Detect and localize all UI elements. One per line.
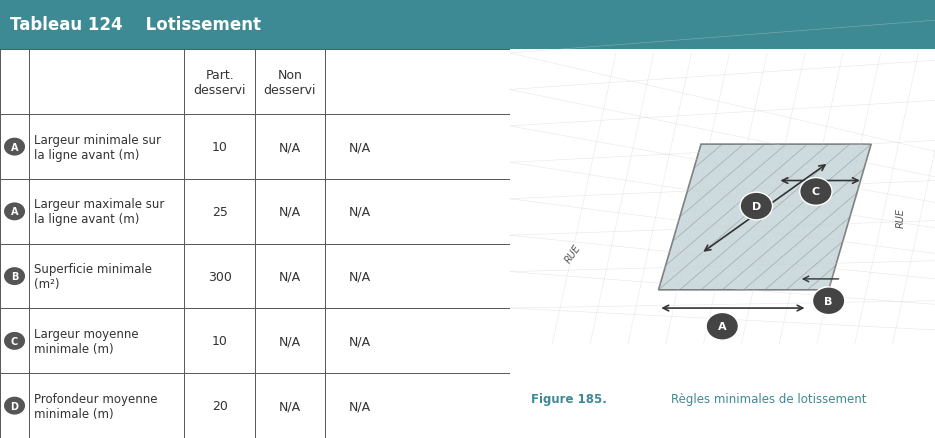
Text: RUE: RUE bbox=[896, 208, 906, 227]
FancyBboxPatch shape bbox=[510, 0, 935, 50]
Text: B: B bbox=[825, 296, 833, 306]
Text: Part.
desservi: Part. desservi bbox=[194, 69, 246, 97]
Text: D: D bbox=[752, 201, 761, 212]
Circle shape bbox=[4, 332, 26, 351]
Text: C: C bbox=[11, 336, 18, 346]
Text: Figure 185.: Figure 185. bbox=[531, 392, 607, 405]
Text: D: D bbox=[10, 401, 19, 411]
Text: N/A: N/A bbox=[279, 141, 301, 154]
Circle shape bbox=[4, 138, 26, 157]
Text: N/A: N/A bbox=[349, 141, 371, 154]
Text: 20: 20 bbox=[211, 399, 227, 412]
Circle shape bbox=[4, 396, 26, 415]
Text: N/A: N/A bbox=[349, 335, 371, 348]
Text: N/A: N/A bbox=[279, 399, 301, 412]
Circle shape bbox=[799, 178, 832, 206]
Circle shape bbox=[4, 202, 26, 222]
Text: Tableau 124    Lotissement: Tableau 124 Lotissement bbox=[10, 16, 261, 34]
Text: 25: 25 bbox=[211, 205, 227, 219]
Text: Profondeur moyenne
minimale (m): Profondeur moyenne minimale (m) bbox=[35, 392, 158, 420]
Text: N/A: N/A bbox=[349, 205, 371, 219]
Text: N/A: N/A bbox=[279, 205, 301, 219]
Text: RUE: RUE bbox=[564, 243, 583, 265]
Text: N/A: N/A bbox=[349, 399, 371, 412]
FancyBboxPatch shape bbox=[0, 0, 510, 50]
Text: Règles minimales de lotissement: Règles minimales de lotissement bbox=[671, 392, 867, 405]
Text: C: C bbox=[812, 187, 820, 197]
Text: B: B bbox=[11, 272, 18, 282]
Circle shape bbox=[813, 287, 845, 315]
Text: N/A: N/A bbox=[279, 335, 301, 348]
Text: Non
desservi: Non desservi bbox=[264, 69, 316, 97]
Text: Largeur maximale sur
la ligne avant (m): Largeur maximale sur la ligne avant (m) bbox=[35, 198, 165, 226]
Text: N/A: N/A bbox=[279, 270, 301, 283]
Circle shape bbox=[706, 313, 739, 340]
Circle shape bbox=[4, 267, 26, 286]
Text: A: A bbox=[718, 321, 726, 332]
Text: A: A bbox=[11, 142, 19, 152]
Text: A: A bbox=[11, 207, 19, 217]
Circle shape bbox=[741, 193, 772, 220]
Text: 300: 300 bbox=[208, 270, 232, 283]
Polygon shape bbox=[658, 145, 871, 290]
Text: Largeur moyenne
minimale (m): Largeur moyenne minimale (m) bbox=[35, 327, 138, 355]
Text: Superficie minimale
(m²): Superficie minimale (m²) bbox=[35, 262, 152, 290]
Text: 10: 10 bbox=[211, 335, 227, 348]
Text: 10: 10 bbox=[211, 141, 227, 154]
Text: Largeur minimale sur
la ligne avant (m): Largeur minimale sur la ligne avant (m) bbox=[35, 133, 161, 161]
Text: N/A: N/A bbox=[349, 270, 371, 283]
